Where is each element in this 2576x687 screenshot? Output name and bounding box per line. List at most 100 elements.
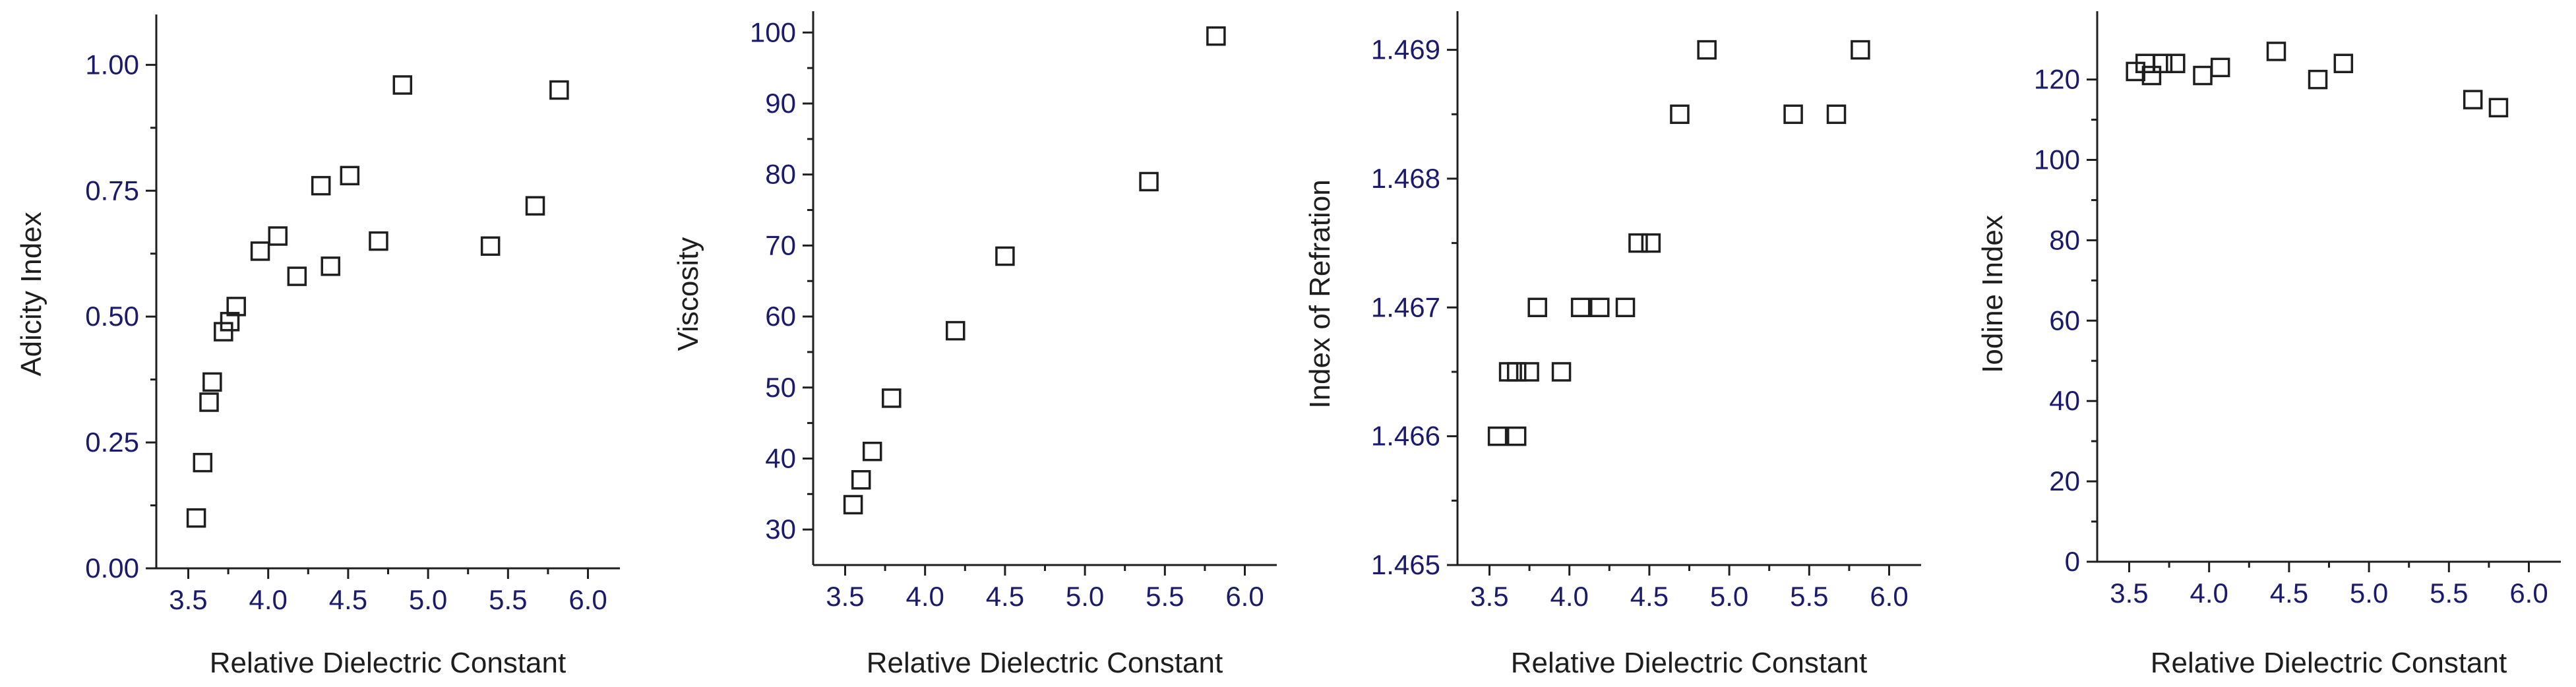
y-axis-label: Index of Refration — [1304, 179, 1336, 408]
data-point — [287, 266, 307, 286]
x-tick-label: 5.5 — [489, 584, 527, 615]
x-tick-label: 4.5 — [1630, 581, 1669, 612]
data-point — [311, 175, 331, 196]
x-tick-label: 4.5 — [986, 581, 1024, 612]
data-point — [1506, 426, 1527, 446]
data-point — [392, 75, 413, 95]
y-tick-label: 1.468 — [1371, 163, 1440, 194]
x-tick-label: 4.5 — [2270, 578, 2308, 609]
x-tick-label: 4.0 — [2190, 578, 2228, 609]
data-point — [202, 372, 222, 392]
y-tick-label: 1.467 — [1371, 291, 1440, 322]
y-tick-label: 1.469 — [1371, 34, 1440, 65]
panel-acidity: Adicity Index Relative Dielectric Consta… — [15, 15, 620, 679]
x-tick-label: 6.0 — [2509, 578, 2548, 609]
data-point — [2333, 53, 2354, 73]
x-axis-label: Relative Dielectric Constant — [1511, 647, 1867, 679]
x-tick-label: 6.0 — [1870, 581, 1908, 612]
y-tick-label: 0.75 — [85, 175, 139, 206]
data-point — [1506, 362, 1527, 382]
data-point — [882, 388, 902, 408]
data-point — [1697, 40, 1717, 60]
y-tick-label: 60 — [765, 301, 796, 332]
y-tick-label: 1.00 — [85, 49, 139, 80]
x-tick-label: 5.0 — [1066, 581, 1104, 612]
y-axis-label: Viscosity — [672, 237, 704, 351]
y-axis-label: Iodine Index — [1977, 215, 2009, 373]
data-point — [480, 236, 501, 256]
x-tick-label: 5.5 — [1146, 581, 1184, 612]
x-axis-label: Relative Dielectric Constant — [2151, 647, 2507, 679]
panel-iodine: Iodine Index Relative Dielectric Constan… — [1977, 11, 2561, 679]
y-tick-label: 30 — [765, 514, 796, 545]
x-tick-label: 5.5 — [2430, 578, 2468, 609]
data-point — [1641, 233, 1661, 253]
x-tick-label: 5.5 — [1790, 581, 1828, 612]
y-tick-label: 20 — [2049, 465, 2080, 496]
data-point — [1783, 104, 1803, 125]
data-point — [214, 322, 233, 342]
x-axis-label: Relative Dielectric Constant — [867, 647, 1223, 679]
data-point — [226, 297, 246, 316]
panel-viscosity: Viscosity Relative Dielectric Constant 3… — [672, 11, 1277, 679]
y-tick-label: 100 — [2034, 144, 2080, 175]
data-point — [549, 80, 569, 100]
data-point — [220, 312, 240, 332]
x-tick-label: 3.5 — [169, 584, 207, 615]
data-point — [843, 494, 863, 515]
y-axis-label: Adicity Index — [15, 212, 47, 376]
data-point — [1139, 171, 1159, 192]
data-point — [340, 165, 360, 186]
x-tick-label: 3.5 — [826, 581, 864, 612]
data-point — [1527, 297, 1547, 318]
y-tick-label: 0 — [2065, 546, 2080, 577]
data-point — [250, 241, 270, 261]
x-tick-label: 4.0 — [1550, 581, 1588, 612]
data-point — [525, 196, 545, 216]
x-tick-label: 3.5 — [1470, 581, 1508, 612]
x-tick-label: 4.0 — [249, 584, 287, 615]
y-tick-label: 0.25 — [85, 427, 139, 458]
data-point — [193, 452, 213, 473]
data-point — [2266, 42, 2286, 61]
data-point — [1615, 297, 1636, 318]
data-point — [862, 441, 882, 462]
x-tick-label: 6.0 — [568, 584, 607, 615]
data-point — [2166, 53, 2186, 73]
y-tick-label: 1.465 — [1371, 549, 1440, 580]
x-tick-label: 5.0 — [409, 584, 447, 615]
data-point — [2463, 90, 2483, 109]
data-point — [268, 226, 288, 246]
data-point — [1851, 40, 1870, 60]
data-point — [1551, 362, 1572, 382]
data-point — [2210, 57, 2230, 78]
y-tick-label: 60 — [2049, 305, 2080, 336]
y-tick-label: 100 — [750, 16, 796, 47]
data-point — [1628, 233, 1648, 253]
data-point — [1206, 26, 1226, 46]
data-point — [851, 470, 871, 490]
y-tick-label: 120 — [2034, 64, 2080, 95]
data-point — [186, 508, 206, 528]
x-tick-label: 6.0 — [1225, 581, 1264, 612]
panel-refraction: Index of Refration Relative Dielectric C… — [1304, 11, 1921, 679]
data-point — [1570, 297, 1591, 318]
y-tick-label: 70 — [765, 229, 796, 260]
data-point — [321, 256, 340, 276]
data-point — [1670, 104, 1690, 125]
x-tick-label: 4.5 — [329, 584, 367, 615]
data-point — [1519, 362, 1539, 382]
y-tick-label: 0.00 — [85, 553, 139, 583]
y-tick-label: 90 — [765, 88, 796, 119]
data-point — [2141, 65, 2162, 86]
data-point — [1826, 104, 1847, 125]
x-tick-label: 5.0 — [1710, 581, 1748, 612]
y-tick-label: 40 — [2049, 385, 2080, 416]
y-tick-label: 80 — [2049, 224, 2080, 255]
data-point — [2488, 98, 2509, 118]
x-tick-label: 5.0 — [2350, 578, 2388, 609]
x-axis-label: Relative Dielectric Constant — [210, 647, 566, 679]
y-tick-label: 50 — [765, 372, 796, 403]
x-tick-label: 3.5 — [2110, 578, 2148, 609]
